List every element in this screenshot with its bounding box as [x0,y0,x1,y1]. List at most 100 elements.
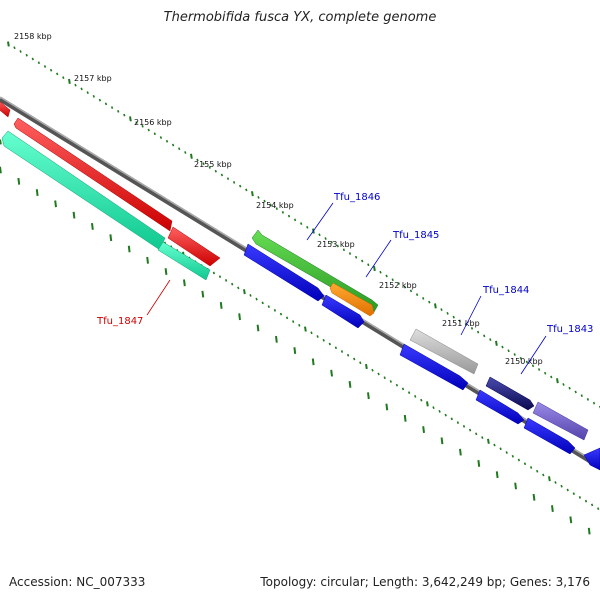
ruler-minor-tick [238,287,239,289]
ruler-minor-tick [409,392,410,394]
ruler-minor-tick [575,391,576,393]
ruler-major-tick [202,291,203,298]
ruler-minor-tick [215,170,216,172]
ruler-minor-tick [329,343,330,345]
ruler-minor-tick [586,500,587,502]
ruler-minor-tick [45,65,46,67]
ruler-minor-tick [415,395,416,397]
ruler-minor-tick [214,272,215,274]
ruler-minor-tick [539,368,540,370]
ruler-minor-tick [262,302,263,304]
ruler-minor-tick [26,54,27,56]
ruler-minor-tick [453,316,454,318]
ruler-minor-tick [551,376,552,378]
ruler-minor-tick [439,410,440,412]
ruler-major-tick [130,116,131,121]
ruler-minor-tick [283,211,284,213]
ruler-minor-tick [293,320,294,322]
ruler-minor-tick [411,290,412,292]
ruler-major-tick [552,505,553,512]
ruler-minor-tick [470,429,471,431]
ruler-major-tick [0,140,1,145]
ruler-tick-label: 2158 kbp [14,32,52,41]
gene-label-tfu-1847[interactable]: Tfu_1847 [96,280,170,327]
ruler-minor-tick [342,350,343,352]
ruler-minor-tick [563,383,564,385]
ruler-minor-tick [63,77,64,79]
ruler-minor-tick [531,466,532,468]
ruler-minor-tick [484,335,485,337]
gene-feature-red[interactable] [0,100,220,266]
ruler-minor-tick [246,189,247,191]
ruler-major-tick [184,280,185,287]
ruler-minor-tick [268,306,269,308]
ruler-major-tick [166,268,167,275]
ruler-minor-tick [307,226,308,228]
ruler-minor-tick [275,309,276,311]
ruler-minor-tick [301,222,302,224]
ruler-minor-tick [250,294,251,296]
ruler-major-tick [570,517,571,524]
gene-feature-teal[interactable] [2,131,210,280]
ruler-minor-tick [490,338,491,340]
ruler-major-tick [496,341,497,346]
genome-summary: Topology: circular; Length: 3,642,249 bp… [260,575,590,589]
ruler-minor-tick [592,504,593,506]
ruler-minor-tick [421,399,422,401]
ruler-minor-tick [451,418,452,420]
ruler-minor-tick [380,271,381,273]
ruler-minor-tick [445,414,446,416]
ruler-major-tick [129,246,130,253]
ruler-major-tick [92,223,93,230]
ruler-minor-tick [390,380,391,382]
ruler-major-tick [8,42,9,47]
ruler-major-tick [37,189,38,196]
gene-label-tfu-1843[interactable]: Tfu_1843 [521,324,593,374]
ruler-minor-tick [161,136,162,138]
ruler-major-tick [549,476,550,481]
ruler-major-tick [313,359,314,366]
ruler-minor-tick [57,73,58,75]
ruler-major-tick [374,266,375,271]
inner-ruler-track-secondary [0,167,590,535]
ruler-major-tick [350,381,351,388]
ruler-major-tick [276,336,277,343]
ruler-minor-tick [378,373,379,375]
gene-label-text: Tfu_1843 [546,324,593,335]
ruler-minor-tick [500,448,501,450]
ruler-minor-tick [433,407,434,409]
ruler-minor-tick [588,398,589,400]
ruler-minor-tick [232,283,233,285]
ruler-major-tick [386,404,387,411]
ruler-minor-tick [299,324,300,326]
ruler-minor-tick [14,47,15,49]
ruler-major-tick [191,154,192,159]
ruler-major-tick [405,415,406,422]
ruler-minor-tick [417,294,418,296]
ruler-minor-tick [372,369,373,371]
ruler-minor-tick [287,317,288,319]
ruler-major-tick [557,378,558,383]
ruler-minor-tick [354,358,355,360]
ruler-tick-label: 2156 kbp [134,118,172,127]
ruler-minor-tick [429,301,430,303]
ruler-minor-tick [514,353,515,355]
ruler-major-tick [74,212,75,219]
ruler-major-tick [435,303,436,308]
gene-label-text: Tfu_1846 [333,192,380,203]
ruler-major-tick [305,327,306,332]
ruler-minor-tick [494,444,495,446]
gene-feature-blue[interactable] [244,244,600,470]
gene-label-tfu-1846[interactable]: Tfu_1846 [307,192,380,240]
ruler-minor-tick [441,309,442,311]
gene-label-tfu-1845[interactable]: Tfu_1845 [366,230,439,277]
ruler-minor-tick [289,215,290,217]
ruler-minor-tick [336,347,337,349]
ruler-minor-tick [311,332,312,334]
ruler-tick-label: 2155 kbp [194,160,232,169]
ruler-minor-tick [87,92,88,94]
ruler-minor-tick [464,425,465,427]
ruler-major-tick [366,364,367,369]
